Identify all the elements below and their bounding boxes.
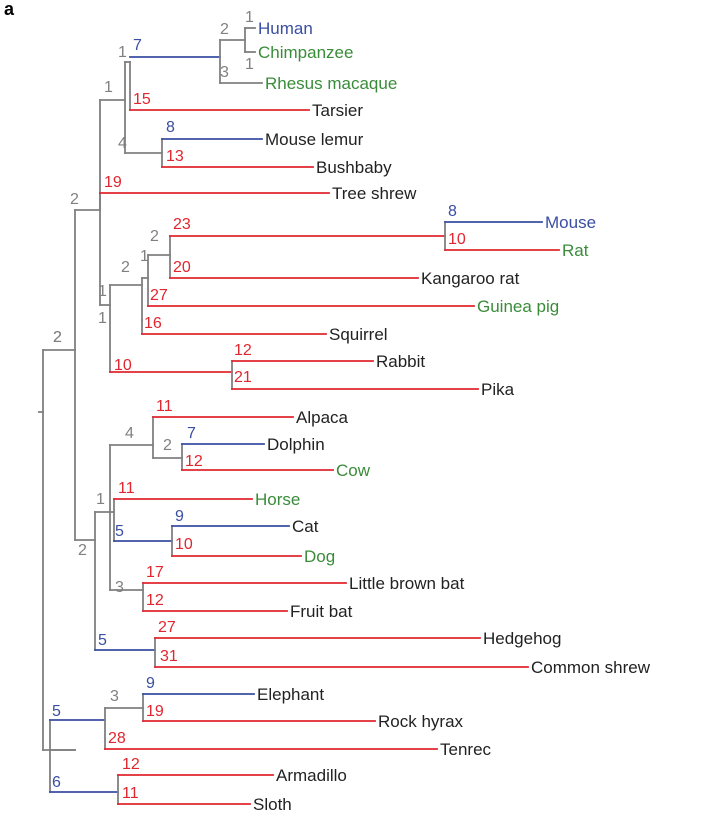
taxon-label-armadillo: Armadillo — [276, 766, 347, 785]
taxon-label-tree-shrew: Tree shrew — [332, 184, 417, 203]
branch-label-29: 11 — [156, 398, 173, 415]
branch-label-36: 10 — [175, 536, 193, 553]
branch-label-51: 12 — [122, 756, 140, 773]
branch-label-7: 1 — [104, 79, 113, 96]
branch-label-28: 2 — [78, 542, 87, 559]
branch-label-3: 3 — [220, 64, 229, 81]
branch-label-30: 7 — [187, 425, 196, 442]
branch-label-45: 5 — [98, 632, 107, 649]
taxon-label-tarsier: Tarsier — [312, 101, 363, 120]
taxon-label-dolphin: Dolphin — [267, 435, 325, 454]
branch-label-15: 10 — [448, 231, 466, 248]
branch-label-39: 17 — [146, 564, 164, 581]
taxon-label-sloth: Sloth — [253, 795, 292, 814]
taxon-label-guinea-pig: Guinea pig — [477, 297, 559, 316]
taxon-label-little-brown-bat: Little brown bat — [349, 574, 465, 593]
branch-label-22: 16 — [144, 315, 162, 332]
branch-label-16: 23 — [173, 216, 191, 233]
branch-label-14: 8 — [448, 203, 457, 220]
branch-label-33: 4 — [125, 425, 134, 442]
taxon-label-human: Human — [258, 19, 313, 38]
branch-label-40: 12 — [146, 592, 164, 609]
taxon-label-tenrec: Tenrec — [440, 740, 492, 759]
taxon-label-dog: Dog — [304, 547, 335, 566]
branch-label-43: 27 — [158, 619, 176, 636]
branch-label-48: 3 — [110, 688, 119, 705]
taxon-labels: Human Chimpanzee Rhesus macaque Tarsier Mous… — [253, 19, 651, 814]
branch-label-23: 1 — [98, 310, 107, 327]
branch-label-35: 9 — [175, 508, 184, 525]
branch-label-31: 12 — [185, 453, 203, 470]
branch-label-12: 1 — [98, 283, 107, 300]
branch-label-21: 2 — [121, 259, 130, 276]
tree-branches — [38, 27, 560, 805]
branch-label-34: 11 — [118, 480, 135, 497]
branch-label-18: 2 — [150, 228, 159, 245]
branch-label-47: 19 — [146, 703, 164, 720]
panel-label: a — [4, 0, 15, 19]
branch-label-46: 9 — [146, 675, 155, 692]
branch-label-1: 1 — [245, 56, 254, 73]
taxon-label-cow: Cow — [336, 461, 371, 480]
branch-label-26: 10 — [114, 357, 132, 374]
branch-label-50: 5 — [52, 703, 61, 720]
branch-label-17: 20 — [173, 259, 191, 276]
branch-label-38: 1 — [96, 491, 105, 508]
branch-label-24: 12 — [234, 342, 252, 359]
branch-label-2: 2 — [220, 21, 229, 38]
branch-label-11: 19 — [104, 174, 122, 191]
branch-label-27: 2 — [53, 329, 62, 346]
taxon-label-alpaca: Alpaca — [296, 408, 349, 427]
branch-label-19: 1 — [140, 248, 149, 265]
branch-label-25: 21 — [234, 369, 252, 386]
branch-label-13: 2 — [70, 191, 79, 208]
taxon-label-fruit-bat: Fruit bat — [290, 602, 353, 621]
branch-label-49: 28 — [108, 730, 126, 747]
branch-label-10: 4 — [118, 135, 127, 152]
taxon-label-rock-hyrax: Rock hyrax — [378, 712, 464, 731]
branch-label-8: 8 — [166, 119, 175, 136]
branch-label-20: 27 — [150, 287, 168, 304]
branch-label-52: 11 — [122, 785, 139, 802]
taxon-label-horse: Horse — [255, 490, 300, 509]
taxon-label-elephant: Elephant — [257, 685, 324, 704]
taxon-label-mouse-lemur: Mouse lemur — [265, 130, 364, 149]
taxon-label-hedgehog: Hedgehog — [483, 629, 561, 648]
taxon-label-common-shrew: Common shrew — [531, 658, 651, 677]
taxon-label-cat: Cat — [292, 517, 319, 536]
taxon-label-rat: Rat — [562, 241, 589, 260]
branch-label-44: 31 — [160, 648, 178, 665]
branch-label-53: 6 — [52, 774, 61, 791]
branch-label-6: 15 — [133, 91, 151, 108]
branch-label-37: 5 — [115, 523, 124, 540]
branch-label-42: 2 — [53, 329, 62, 346]
branch-label-0: 1 — [245, 9, 254, 26]
branch-label-32: 2 — [163, 437, 172, 454]
taxon-label-rhesus-macaque: Rhesus macaque — [265, 74, 397, 93]
taxon-label-mouse: Mouse — [545, 213, 596, 232]
taxon-label-rabbit: Rabbit — [376, 352, 425, 371]
taxon-label-squirrel: Squirrel — [329, 325, 388, 344]
branch-label-4: 1 — [118, 44, 127, 61]
branch-label-9: 13 — [166, 148, 184, 165]
taxon-label-bushbaby: Bushbaby — [316, 158, 392, 177]
taxon-label-kangaroo-rat: Kangaroo rat — [421, 269, 520, 288]
branch-label-41: 3 — [115, 579, 124, 596]
taxon-label-chimpanzee: Chimpanzee — [258, 43, 353, 62]
taxon-label-pika: Pika — [481, 380, 515, 399]
branch-label-5: 7 — [133, 37, 142, 54]
